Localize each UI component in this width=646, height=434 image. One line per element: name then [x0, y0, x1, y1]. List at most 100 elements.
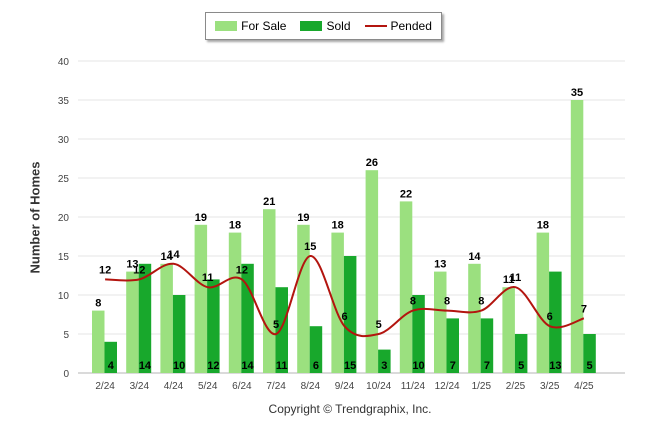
bar-label-for-sale: 14 [468, 251, 481, 263]
point-label-pended: 11 [510, 272, 522, 284]
x-tick-label: 4/25 [574, 381, 594, 392]
bar-for-sale [570, 100, 584, 373]
x-tick-label: 10/24 [366, 381, 391, 392]
y-axis-label: Number of Homes [27, 161, 43, 274]
x-tick-label: 12/24 [435, 381, 460, 392]
bar-label-sold: 14 [241, 360, 254, 372]
bar-label-for-sale: 18 [537, 220, 549, 232]
bar-label-sold: 13 [549, 360, 561, 372]
point-label-pended: 15 [304, 241, 316, 253]
bar-label-sold: 14 [139, 360, 152, 372]
bar-label-for-sale: 26 [366, 157, 378, 169]
bar-label-sold: 11 [276, 360, 288, 372]
bar-for-sale [92, 310, 105, 373]
bar-label-sold: 10 [412, 360, 424, 372]
x-tick-label: 6/24 [232, 381, 252, 392]
x-tick-label: 2/25 [506, 381, 526, 392]
point-label-pended: 7 [581, 303, 587, 315]
point-label-pended: 12 [99, 264, 111, 276]
bar-for-sale [126, 271, 139, 373]
bar-label-sold: 7 [450, 360, 456, 372]
point-label-pended: 5 [273, 319, 279, 331]
line-pended [105, 255, 585, 338]
bar-sold [138, 263, 152, 373]
legend-item-pended: Pended [364, 19, 432, 33]
bar-label-for-sale: 14 [161, 251, 174, 263]
bar-label-sold: 15 [344, 360, 356, 372]
point-label-pended: 12 [236, 264, 248, 276]
bar-sold [446, 318, 459, 373]
bar-label-sold: 5 [518, 360, 524, 372]
point-label-pended: 6 [341, 311, 347, 323]
bar-for-sale [160, 263, 173, 373]
bar-sold [514, 334, 528, 373]
bar-sold [172, 295, 186, 373]
bar-label-sold: 6 [313, 360, 319, 372]
point-label-pended: 6 [547, 311, 553, 323]
point-label-pended: 12 [133, 264, 145, 276]
legend-label-pended: Pended [390, 19, 432, 33]
bar-sold [412, 295, 425, 373]
y-tick-label: 40 [58, 57, 70, 68]
legend-item-sold: Sold [300, 19, 351, 33]
bar-label-for-sale: 19 [297, 212, 309, 224]
bar-for-sale [502, 287, 515, 373]
point-label-pended: 11 [202, 272, 214, 284]
y-tick-label: 5 [63, 330, 69, 341]
y-tick-label: 30 [58, 135, 70, 146]
x-tick-label: 4/24 [164, 381, 184, 392]
bar-for-sale [468, 263, 481, 373]
bar-for-sale [263, 209, 276, 373]
legend-swatch-for-sale [215, 21, 238, 31]
bar-sold [343, 256, 357, 373]
y-tick-label: 10 [58, 291, 70, 302]
bar-label-for-sale: 19 [195, 212, 207, 224]
bar-for-sale [194, 224, 208, 373]
bar-for-sale [536, 232, 550, 373]
bar-label-for-sale: 13 [126, 259, 138, 271]
bar-for-sale [297, 224, 310, 373]
bar-for-sale [399, 201, 413, 373]
bar-label-for-sale: 35 [571, 87, 583, 99]
copyright-text: Copyright © Trendgraphix, Inc. [268, 402, 432, 416]
bar-label-sold: 10 [173, 360, 185, 372]
legend-item-for-sale: For Sale [215, 19, 286, 33]
bar-label-for-sale: 21 [263, 196, 275, 208]
bar-label-for-sale: 13 [434, 259, 446, 271]
x-tick-label: 8/24 [301, 381, 321, 392]
bar-for-sale [434, 271, 447, 373]
y-tick-label: 20 [58, 213, 70, 224]
legend-swatch-pended [364, 25, 387, 27]
bar-label-for-sale: 22 [400, 188, 412, 200]
legend-label-sold: Sold [326, 19, 351, 33]
bar-for-sale [365, 170, 379, 373]
point-label-pended: 8 [410, 296, 416, 308]
y-tick-label: 0 [63, 369, 69, 380]
legend-label-for-sale: For Sale [241, 19, 287, 33]
bar-sold [378, 349, 391, 373]
bar-label-sold: 7 [484, 360, 490, 372]
bar-label-sold: 5 [586, 360, 592, 372]
x-tick-label: 3/24 [130, 381, 150, 392]
bar-sold [480, 318, 494, 373]
bar-for-sale [228, 232, 242, 373]
bar-sold [549, 271, 562, 373]
legend-swatch-sold [300, 21, 323, 31]
x-tick-label: 9/24 [335, 381, 355, 392]
bar-label-sold: 3 [381, 360, 387, 372]
bar-for-sale [331, 232, 344, 373]
bar-sold [583, 334, 596, 373]
point-label-pended: 14 [167, 249, 180, 261]
y-tick-label: 15 [58, 252, 70, 263]
x-tick-label: 11/24 [401, 381, 426, 392]
bar-label-sold: 4 [108, 360, 115, 372]
bar-sold [104, 341, 117, 373]
y-tick-label: 25 [58, 174, 70, 185]
bar-label-for-sale: 18 [332, 220, 344, 232]
x-tick-label: 2/24 [95, 381, 115, 392]
point-label-pended: 5 [376, 319, 382, 331]
bar-label-sold: 12 [207, 360, 219, 372]
bar-sold [207, 279, 220, 373]
x-tick-label: 5/24 [198, 381, 218, 392]
bar-label-for-sale: 11 [503, 274, 515, 286]
